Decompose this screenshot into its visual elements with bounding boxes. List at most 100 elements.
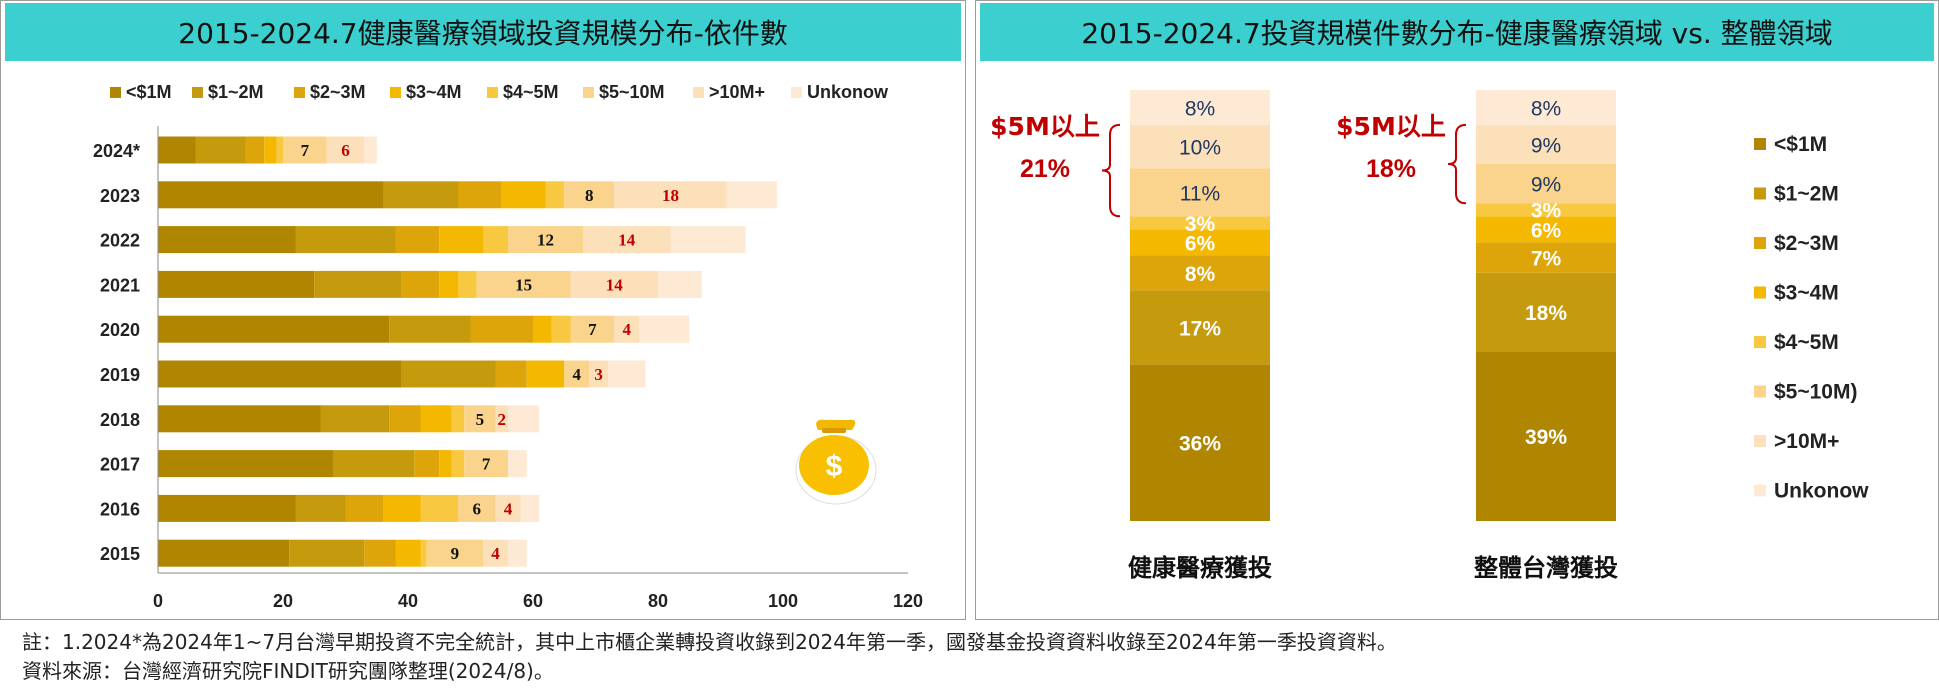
- column-2-1m: [1476, 351, 1616, 521]
- y-tick-label-2022: 2022: [100, 231, 140, 251]
- bar-2022-3-4m: [439, 226, 483, 254]
- column-label-1-2-3m: 8%: [1185, 263, 1216, 286]
- bar-2024-10m: [326, 136, 365, 164]
- y-tick-label-2019: 2019: [100, 365, 140, 385]
- column-label-1-1-2m: 17%: [1179, 317, 1221, 340]
- right-legend-swatch-4-5m: [1754, 336, 1766, 348]
- bar-2024-5-10m: [283, 136, 327, 164]
- right-legend-swatch-3-4m: [1754, 286, 1766, 299]
- bar-2019-1-2m: [401, 360, 496, 388]
- bar-2020-unkonow: [639, 315, 690, 343]
- right-legend-label-5-10m: $5~10M): [1774, 381, 1857, 404]
- data-label-2015-5-10m: 9: [451, 544, 460, 563]
- bar-2017-3-4m: [439, 450, 452, 478]
- bar-2020-1-2m: [389, 315, 471, 343]
- right-legend-label-3-4m: $3~4M: [1774, 282, 1839, 305]
- column-1-10m: [1130, 124, 1270, 169]
- bar-2016-10m: [495, 494, 521, 522]
- data-label-2021-10m: 14: [606, 275, 624, 294]
- bar-2019-5-10m: [564, 360, 590, 388]
- column-2-5-10m: [1476, 164, 1616, 204]
- data-label-2024-5-10m: 7: [301, 141, 310, 160]
- bar-2018-3-4m: [420, 405, 452, 433]
- column-1-1m: [1130, 364, 1270, 521]
- bar-2021-1-2m: [314, 270, 402, 298]
- legend-swatch-2-3m: [294, 87, 305, 98]
- bar-2018-5-10m: [464, 405, 496, 433]
- bar-2016-4-5m: [420, 494, 458, 522]
- column-label-2-10m: 9%: [1531, 134, 1561, 157]
- bar-2023-3-4m: [501, 181, 546, 209]
- column-label-1-unkonow: 8%: [1185, 97, 1215, 120]
- bar-2017-4-5m: [451, 450, 465, 478]
- column-label-2-1-2m: 18%: [1525, 302, 1567, 325]
- column-label-1-1m: 36%: [1179, 433, 1221, 456]
- bar-2019-1m: [158, 360, 402, 388]
- data-label-2018-5-10m: 5: [476, 410, 485, 429]
- bar-2016-5-10m: [458, 494, 496, 522]
- data-label-2019-10m: 3: [594, 365, 603, 384]
- column-label-2-4-5m: 3%: [1531, 200, 1562, 223]
- bar-2023-unkonow: [726, 181, 777, 209]
- y-tick-label-2024: 2024*: [93, 141, 140, 161]
- y-tick-label-2021: 2021: [100, 275, 140, 295]
- data-label-2023-5-10m: 8: [585, 186, 594, 205]
- right-legend-swatch-5-10m: [1754, 385, 1766, 398]
- bar-2018-1-2m: [320, 405, 390, 433]
- data-label-2020-10m: 4: [623, 320, 632, 339]
- column-1-1-2m: [1130, 290, 1270, 365]
- right-legend-label-unkonow: Unkonow: [1774, 480, 1869, 503]
- svg-text:$: $: [826, 450, 843, 483]
- bar-2020-10m: [614, 315, 640, 343]
- bar-2016-3-4m: [383, 494, 421, 522]
- bracket-1: [1101, 123, 1121, 218]
- bar-2019-3-4m: [526, 360, 565, 388]
- legend-swatch-3-4m: [390, 87, 401, 98]
- bar-2021-unkonow: [658, 270, 702, 298]
- bar-2020-2-3m: [470, 315, 533, 343]
- bar-2015-3-4m: [395, 539, 421, 567]
- bar-2022-2-3m: [395, 226, 440, 254]
- y-tick-label-2017: 2017: [100, 455, 140, 475]
- bar-2015-4-5m: [420, 539, 427, 567]
- column-label-2-unkonow: 8%: [1531, 97, 1561, 120]
- y-tick-label-2018: 2018: [100, 410, 140, 430]
- data-label-2022-5-10m: 12: [537, 231, 554, 250]
- column-label-2-3-4m: 6%: [1531, 219, 1562, 242]
- bar-2022-1-2m: [295, 226, 396, 254]
- column-1-unkonow: [1130, 90, 1270, 125]
- bar-2023-2-3m: [458, 181, 502, 209]
- annotation-value-1: 21%: [1020, 155, 1070, 183]
- legend-label-1m: <$1M: [126, 82, 172, 102]
- bar-2024-3-4m: [264, 136, 277, 164]
- x-category-label-2: 整體台灣獲投: [1474, 554, 1618, 582]
- column-2-1-2m: [1476, 272, 1616, 352]
- source-note: 資料來源：台灣經濟研究院FINDIT研究團隊整理(2024/8)。: [22, 659, 554, 683]
- column-2-2-3m: [1476, 242, 1616, 273]
- column-2-10m: [1476, 124, 1616, 165]
- left-chart-title: 2015-2024.7健康醫療領域投資規模分布-依件數: [5, 3, 961, 61]
- right-chart-title: 2015-2024.7投資規模件數分布-健康醫療領域 vs. 整體領域: [980, 3, 1934, 61]
- x-tick-label-0: 0: [153, 591, 163, 611]
- bar-2021-1m: [158, 270, 315, 298]
- column-1-3-4m: [1130, 229, 1270, 256]
- right-legend-label-1-2m: $1~2M: [1774, 183, 1839, 206]
- bar-2023-4-5m: [545, 181, 565, 209]
- right-legend-swatch-1-2m: [1754, 187, 1766, 200]
- bar-2024-1-2m: [195, 136, 246, 164]
- left-chart-svg: <$1M $1~2M $2~3M $3~4M $4~5M $5~10M >10M+ Unkon…: [93, 82, 923, 611]
- bar-2015-1m: [158, 539, 290, 567]
- data-label-2021-5-10m: 15: [515, 275, 532, 294]
- column-label-1-3-4m: 6%: [1185, 232, 1216, 255]
- legend-swatch-1-2m: [192, 87, 203, 98]
- bar-2015-5-10m: [426, 539, 483, 567]
- x-tick-label-120: 120: [893, 591, 923, 611]
- bar-2016-unkonow: [520, 494, 540, 522]
- annotation-value-2: 18%: [1366, 155, 1416, 183]
- money-bag-icon: $: [795, 419, 877, 505]
- bar-2022-1m: [158, 226, 296, 254]
- bar-2019-10m: [589, 360, 608, 388]
- annotation-label-2: $5M以上: [1336, 112, 1446, 141]
- legend-label-10m: >10M+: [709, 82, 765, 102]
- bar-2018-10m: [495, 405, 508, 433]
